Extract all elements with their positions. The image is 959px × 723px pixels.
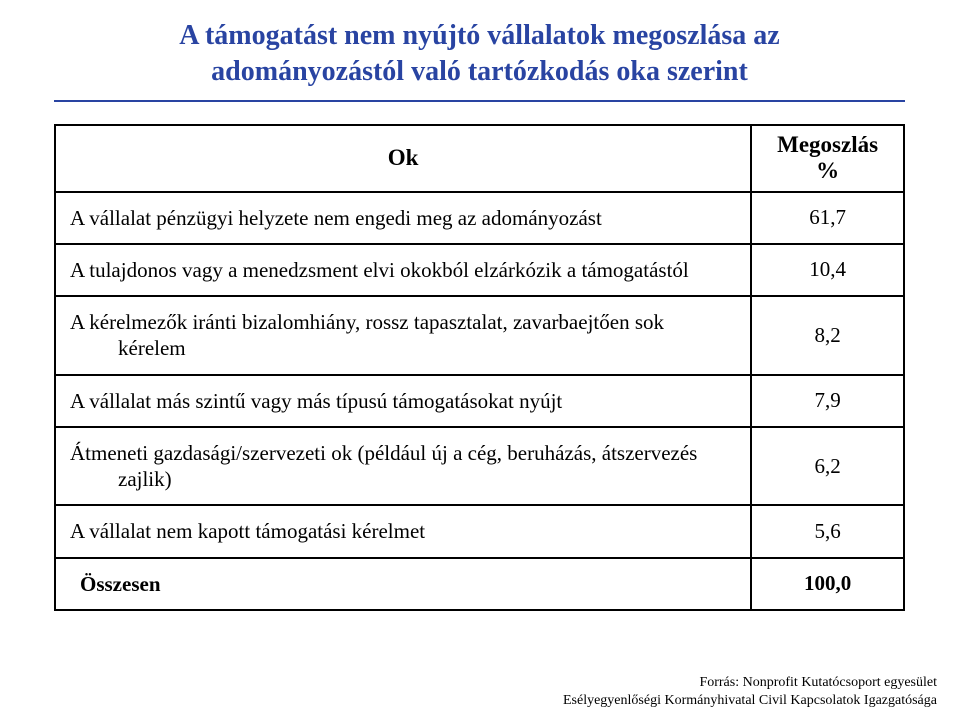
- total-label: Összesen: [55, 558, 751, 610]
- table-row: A tulajdonos vagy a menedzsment elvi oko…: [55, 244, 904, 296]
- title-line-1: A támogatást nem nyújtó vállalatok megos…: [179, 20, 779, 51]
- table-total-row: Összesen 100,0: [55, 558, 904, 610]
- table-row: A vállalat nem kapott támogatási kérelme…: [55, 505, 904, 557]
- distribution-table: Ok Megoszlás % A vállalat pénzügyi helyz…: [54, 124, 905, 611]
- row-label: A vállalat nem kapott támogatási kérelme…: [55, 505, 751, 557]
- table-row: A vállalat pénzügyi helyzete nem engedi …: [55, 192, 904, 244]
- row-value: 7,9: [751, 375, 904, 427]
- header-value-line1: Megoszlás: [777, 132, 878, 157]
- table-row: Átmeneti gazdasági/szervezeti ok (példáu…: [55, 427, 904, 506]
- title-line-2: adományozástól való tartózkodás oka szer…: [211, 56, 748, 87]
- row-value: 5,6: [751, 505, 904, 557]
- row-label: A tulajdonos vagy a menedzsment elvi oko…: [55, 244, 751, 296]
- total-value: 100,0: [751, 558, 904, 610]
- row-value: 10,4: [751, 244, 904, 296]
- header-value-line2: %: [816, 158, 839, 183]
- footer-line-2: Esélyegyenlőségi Kormányhivatal Civil Ka…: [563, 693, 937, 708]
- slide-title: A támogatást nem nyújtó vállalatok megos…: [54, 18, 905, 100]
- row-value: 61,7: [751, 192, 904, 244]
- row-label: A vállalat pénzügyi helyzete nem engedi …: [55, 192, 751, 244]
- title-rule: [54, 100, 905, 102]
- row-label: A vállalat más szintű vagy más típusú tá…: [55, 375, 751, 427]
- header-value: Megoszlás %: [751, 125, 904, 192]
- footer-line-1: Forrás: Nonprofit Kutatócsoport egyesüle…: [699, 675, 937, 690]
- table-header-row: Ok Megoszlás %: [55, 125, 904, 192]
- row-label: A kérelmezők iránti bizalomhiány, rossz …: [55, 296, 751, 375]
- table-row: A kérelmezők iránti bizalomhiány, rossz …: [55, 296, 904, 375]
- source-footer: Forrás: Nonprofit Kutatócsoport egyesüle…: [563, 674, 937, 709]
- row-value: 8,2: [751, 296, 904, 375]
- row-label: Átmeneti gazdasági/szervezeti ok (példáu…: [55, 427, 751, 506]
- header-ok: Ok: [55, 125, 751, 192]
- row-value: 6,2: [751, 427, 904, 506]
- table-row: A vállalat más szintű vagy más típusú tá…: [55, 375, 904, 427]
